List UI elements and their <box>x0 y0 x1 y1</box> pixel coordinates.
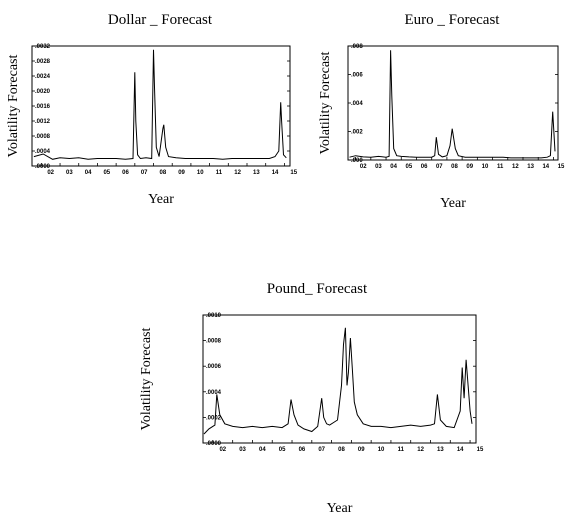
chart-panel-1: Dollar _ Forecast .0000 .0004 .0008 .0012 .00… <box>6 12 298 207</box>
y-tick-label: .0008 <box>35 134 51 140</box>
x-tick-label: 15 <box>558 164 565 170</box>
y-tick-label: .0008 <box>206 339 222 345</box>
x-tick-label: 14 <box>457 447 464 453</box>
x-tick-label: 15 <box>290 170 297 176</box>
x-tick-label: 10 <box>197 170 204 176</box>
y-tick-label: .0010 <box>206 313 222 319</box>
x-tick-label: 02 <box>47 170 54 176</box>
y-tick-label: .0000 <box>35 164 51 170</box>
x-tick-label: 11 <box>497 164 504 170</box>
x-tick-label: 12 <box>417 447 424 453</box>
series-line <box>33 49 287 160</box>
x-tick-label: 15 <box>477 447 484 453</box>
y-tick-label: .0002 <box>206 415 222 421</box>
chart-title: Euro _ Forecast <box>405 12 501 28</box>
y-tick-label: .008 <box>351 44 363 50</box>
y-tick-label: .0004 <box>35 149 51 155</box>
x-tick-label: 09 <box>358 447 365 453</box>
y-tick-label: .0004 <box>206 390 222 396</box>
y-axis-label: Volatility Forecast <box>318 52 333 155</box>
x-tick-label: 02 <box>219 447 226 453</box>
x-tick-label: 02 <box>360 164 367 170</box>
x-tick-label: 05 <box>406 164 413 170</box>
x-tick-label: 04 <box>259 447 266 453</box>
x-tick-label: 12 <box>234 170 241 176</box>
x-axis-label: Year <box>440 196 466 211</box>
x-tick-label: 11 <box>216 170 223 176</box>
x-tick-label: 10 <box>378 447 385 453</box>
y-tick-label: .000 <box>351 158 363 164</box>
y-tick-label: .0016 <box>35 104 51 110</box>
x-tick-label: 13 <box>253 170 260 176</box>
x-tick-label: 06 <box>122 170 129 176</box>
x-tick-label: 14 <box>542 164 549 170</box>
x-tick-label: 05 <box>103 170 110 176</box>
chart-panel-3: Pound_ Forecast .0000 .0002 .0004 .0006 .0008… <box>139 281 484 514</box>
y-tick-label: .0028 <box>35 59 51 65</box>
x-tick-label: 07 <box>436 164 443 170</box>
y-tick-label: .006 <box>351 73 363 79</box>
plot-frame <box>31 45 291 167</box>
y-tick-label: .0000 <box>206 441 222 447</box>
y-tick-label: .004 <box>351 101 363 107</box>
plot-frame <box>202 314 477 444</box>
x-tick-label: 13 <box>437 447 444 453</box>
x-tick-label: 04 <box>390 164 397 170</box>
x-tick-label: 08 <box>160 170 167 176</box>
y-tick-label: .0032 <box>35 44 51 50</box>
chart-title: Dollar _ Forecast <box>108 12 213 28</box>
x-tick-label: 07 <box>318 447 325 453</box>
x-tick-label: 09 <box>466 164 473 170</box>
x-tick-label: 06 <box>421 164 428 170</box>
x-tick-label: 13 <box>527 164 534 170</box>
y-tick-label: .002 <box>351 130 363 136</box>
x-tick-label: 08 <box>451 164 458 170</box>
x-tick-label: 11 <box>398 447 405 453</box>
x-tick-label: 03 <box>375 164 382 170</box>
x-tick-label: 14 <box>272 170 279 176</box>
x-tick-label: 04 <box>85 170 92 176</box>
plot-frame <box>347 45 559 161</box>
y-tick-label: .0020 <box>35 89 51 95</box>
x-tick-label: 03 <box>66 170 73 176</box>
x-tick-label: 06 <box>299 447 306 453</box>
series-line <box>203 327 473 435</box>
x-tick-label: 07 <box>141 170 148 176</box>
series-line <box>349 50 556 159</box>
y-axis-label: Volatility Forecast <box>6 55 21 158</box>
chart-panel-2: Euro _ Forecast .000 .002 .004 .006 .008 02 03 0… <box>318 12 565 211</box>
x-axis-label: Year <box>327 501 353 514</box>
chart-title: Pound_ Forecast <box>267 281 368 297</box>
y-tick-label: .0006 <box>206 364 222 370</box>
x-tick-label: 08 <box>338 447 345 453</box>
y-tick-label: .0024 <box>35 74 51 80</box>
x-tick-label: 03 <box>239 447 246 453</box>
x-tick-label: 12 <box>512 164 519 170</box>
y-axis-label: Volatility Forecast <box>139 328 154 431</box>
x-tick-label: 05 <box>279 447 286 453</box>
y-tick-label: .0012 <box>35 119 51 125</box>
x-tick-label: 09 <box>178 170 185 176</box>
x-axis-label: Year <box>148 192 174 207</box>
x-tick-label: 10 <box>482 164 489 170</box>
